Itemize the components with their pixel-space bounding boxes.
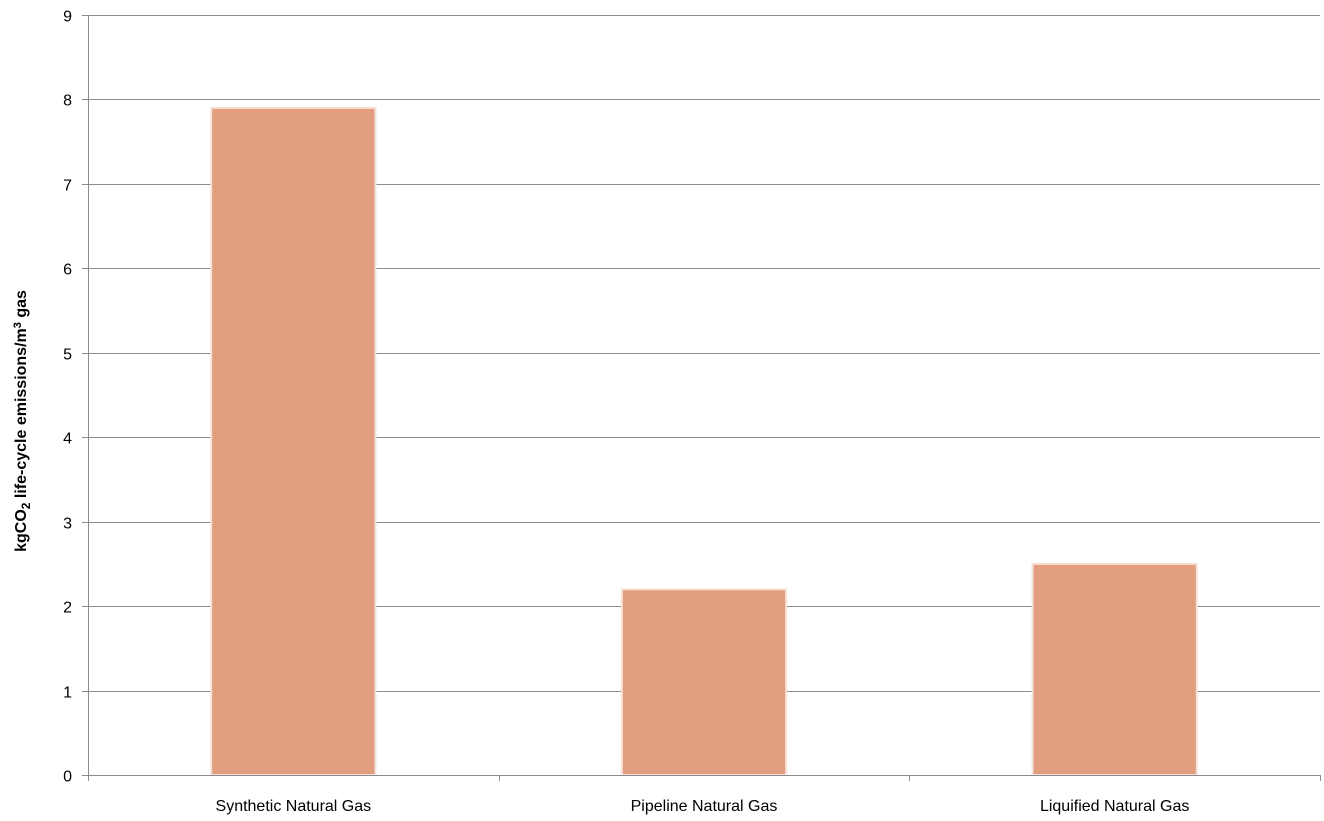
x-category-labels: Synthetic Natural Gas Pipeline Natural Ga… [216, 798, 1190, 815]
x-category-label: Pipeline Natural Gas [631, 798, 778, 815]
y-axis-title: kgCO2 life-cycle emissions/m3 gas [12, 290, 33, 552]
y-tick-label: 3 [63, 516, 72, 533]
y-tick-label: 0 [63, 769, 72, 786]
y-tick-label: 8 [63, 93, 72, 110]
y-tick-label: 2 [63, 600, 72, 617]
y-tick-label: 9 [63, 9, 72, 26]
y-tick-label: 6 [63, 262, 72, 279]
x-category-label: Synthetic Natural Gas [216, 798, 372, 815]
x-category-label: Liquified Natural Gas [1040, 798, 1189, 815]
bars [210, 106, 1198, 777]
bar [620, 588, 788, 776]
axes [82, 15, 1321, 781]
y-tick-label: 1 [63, 685, 72, 702]
bar [210, 106, 377, 776]
y-tick-label: 5 [63, 347, 72, 364]
y-tick-label: 4 [63, 431, 72, 448]
y-tick-label: 7 [63, 178, 72, 195]
y-tick-labels: 0 1 2 3 4 5 6 7 8 9 [63, 9, 72, 786]
bar [1031, 562, 1198, 777]
